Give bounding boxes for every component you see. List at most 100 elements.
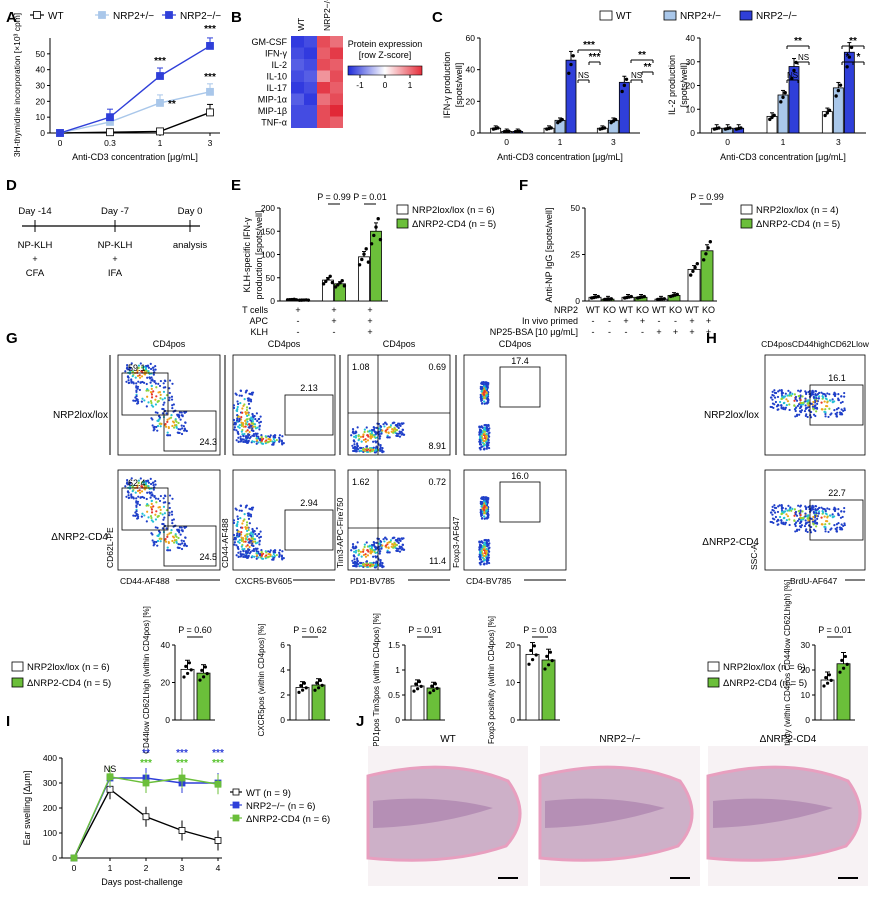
panelG-flow-1-2-event <box>363 543 366 546</box>
panelG-gate <box>121 372 169 416</box>
panelG-flow-1-0-event <box>156 539 160 543</box>
panelG-flow-0-3-event <box>485 424 488 427</box>
panelG-flow-0-0-event <box>138 376 142 379</box>
panelG-flow-1-0-event <box>150 511 154 514</box>
panelG-flow-1-2-event <box>371 550 374 553</box>
panelG-flow-0-1-event <box>278 434 282 437</box>
panelG-flow-0-1-event <box>240 430 243 433</box>
panelC-sig-label: ** <box>644 62 652 73</box>
panelH-flow-0-event <box>806 415 809 419</box>
panelG-flow-1-1-event <box>254 547 257 550</box>
panelH-flow-0-event <box>810 402 813 405</box>
panelG-flow-0-1-event <box>269 434 272 437</box>
panelI-legend-text: ΔNRP2-CD4 (n = 6) <box>246 814 330 825</box>
panelH-flow-1-event <box>780 522 783 525</box>
panelH-flow-0-event <box>774 400 778 404</box>
panelG-datapoint <box>527 662 531 666</box>
panelG-flow-1-1-event <box>258 540 261 543</box>
panelG-flow-0-0-event <box>143 372 146 376</box>
panel-letter-J: J <box>356 713 364 730</box>
panelF-mark: - <box>592 327 595 337</box>
panelI-xtick-label: 4 <box>216 863 221 873</box>
panelG-flow-0-1-event <box>246 436 249 439</box>
panelG-legend-swatch <box>11 677 24 688</box>
panelH-flow-1-event <box>837 514 840 517</box>
panelH-flow-0-event <box>806 400 809 403</box>
panelG-bar-2-ytick-label: 1.5 <box>388 640 400 650</box>
panelG-flow-0-0-event <box>136 385 140 388</box>
panelG-flow-0-0-event <box>136 369 139 373</box>
panelG-flow-1-0-event <box>146 510 149 513</box>
panelH-flow-1-event <box>812 522 815 525</box>
panelG-flow-0-0-event <box>185 429 188 432</box>
panelH-flow-0-event <box>835 415 838 418</box>
panelJ-image-0 <box>366 746 528 886</box>
panelG-bar-1-ytick-label: 0 <box>280 715 285 725</box>
panelG-flow-1-2-event <box>371 564 374 568</box>
panelG-flow-1-2-event <box>356 563 360 566</box>
panelG-flow-0-3-event <box>487 446 491 450</box>
panelH-flow-1-event <box>780 519 783 522</box>
panelG-gate-value: 2.13 <box>300 383 318 393</box>
panelG-flow-1-0-event <box>161 527 164 530</box>
panelG-flow-0-2 <box>347 354 451 456</box>
panelH-flow-0-event <box>843 395 846 398</box>
panelA-xtick-label: 0.3 <box>104 138 116 148</box>
panelH-bar-ytick-label: 30 <box>801 640 811 650</box>
panelG-flow-0-0-event <box>163 401 166 404</box>
panelA-point <box>156 99 164 107</box>
panelG-flow-1-1-event <box>273 554 276 558</box>
panelH-flow-0-event <box>800 409 804 412</box>
panelH-flow-0-event <box>820 408 823 411</box>
panel-letter-F: F <box>519 177 528 194</box>
panelG-flow-0-1-event <box>254 432 257 435</box>
panelG-datapoint <box>315 681 319 685</box>
panelH-flow-0-event <box>810 410 813 414</box>
panelG-flow-0-2-event <box>374 440 377 443</box>
panelG-flow-1-0-event <box>161 522 164 526</box>
panelG-bar-2-ytick-label: 0 <box>395 715 400 725</box>
panelG-flow-1-1-event <box>240 545 243 548</box>
panelG-flow-0-0-event <box>164 422 167 426</box>
panelH-flow-1-event <box>820 506 823 509</box>
panelG-flow-1-2-event <box>398 550 402 553</box>
panelC-sig-label: NS <box>631 71 642 80</box>
panelG-flow-0-2-event <box>365 447 369 450</box>
panelH-flow-0-event <box>799 405 802 409</box>
panelG-flow-0-1-event <box>238 394 241 397</box>
panelG-flow-0-1-event <box>269 438 272 442</box>
panelB-row-label: MIP-1α <box>258 95 287 105</box>
panelG-flow-0-1-event <box>244 412 248 416</box>
panelH-flow-1-event <box>831 513 834 516</box>
panelC-il2-datapoint <box>794 60 798 65</box>
panelG-flow-1-1-event <box>242 550 245 553</box>
panelG-flow-0-3-event <box>485 391 488 394</box>
panelH-datapoint <box>826 681 830 685</box>
panelG-flow-1-1-event <box>254 533 257 536</box>
panelH-flow-1-event <box>804 519 807 522</box>
panelG-flow-1-0-event <box>175 538 178 542</box>
panelG-flow-1-3-event <box>480 497 483 500</box>
panelG-flow-0-2-event <box>364 440 368 443</box>
panelH-flow-1-event <box>771 517 775 520</box>
panelG-flow-0-1-event <box>249 393 252 396</box>
panelG-flow-1-0-event <box>180 547 184 551</box>
panelG-flow-0-0-frame <box>117 354 221 456</box>
panelI-point <box>106 773 114 781</box>
panelH-flow-0-event <box>814 389 817 393</box>
panelG-flow-1-2-event <box>398 539 401 542</box>
panelG-datapoint <box>304 686 308 690</box>
panelB-cell <box>330 70 343 82</box>
panelH-flow-1-event <box>806 521 809 524</box>
panelG-flow-0-0-event <box>150 384 153 387</box>
panelG-flow-0-0-event <box>134 376 137 379</box>
panelJ-image-2 <box>706 746 868 886</box>
panelG-flow-1-0-event <box>169 531 173 534</box>
panelG-flow-1-0-event <box>144 481 147 484</box>
panelH-flow-0-event <box>776 408 779 411</box>
panelC-ifn-ytick-label: 0 <box>470 128 475 138</box>
panelC-il2-datapoint <box>779 100 783 104</box>
panelG-flow-1-0-event <box>154 479 157 483</box>
panelG-flow-1-2-event <box>353 550 356 553</box>
panelH-flow-0-event <box>796 404 800 408</box>
